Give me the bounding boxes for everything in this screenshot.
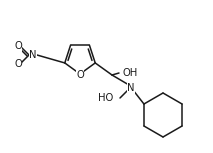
Text: HO: HO <box>98 93 113 103</box>
Text: O: O <box>14 59 22 69</box>
Text: O: O <box>14 41 22 51</box>
Text: O: O <box>76 70 84 80</box>
Text: N: N <box>127 83 135 93</box>
Text: OH: OH <box>122 68 137 78</box>
Text: N: N <box>29 50 37 60</box>
